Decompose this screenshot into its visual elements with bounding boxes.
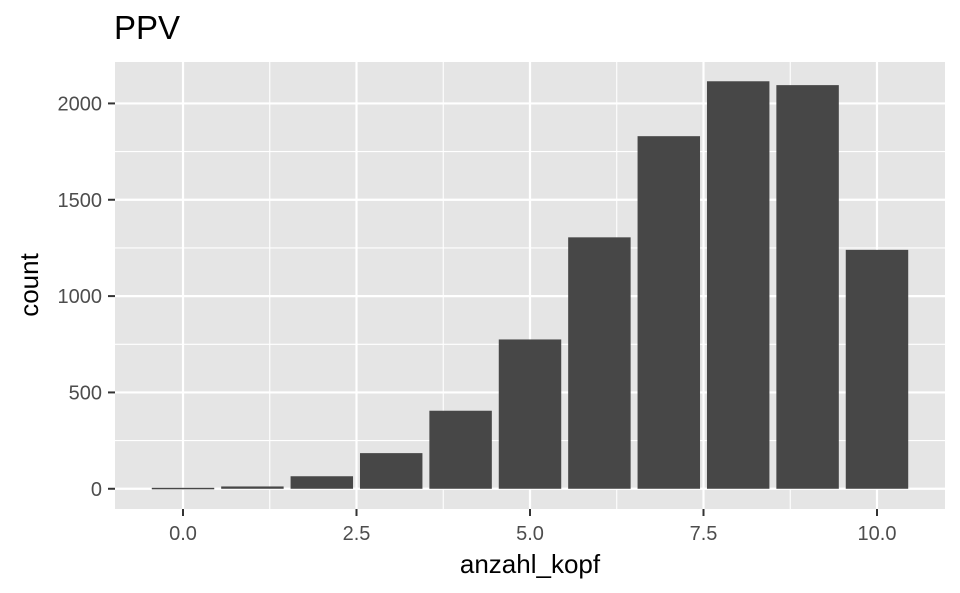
y-tick-label: 1000 bbox=[58, 286, 103, 308]
bar bbox=[568, 237, 631, 489]
y-tick-label: 2000 bbox=[58, 93, 103, 115]
bar bbox=[845, 249, 909, 489]
bars bbox=[151, 81, 909, 490]
bar bbox=[359, 453, 423, 489]
x-tick-label: 5.0 bbox=[516, 523, 544, 545]
y-tick-label: 500 bbox=[69, 382, 102, 404]
y-tick-label: 1500 bbox=[58, 190, 103, 212]
bar bbox=[290, 476, 354, 489]
y-axis-title: count bbox=[14, 252, 44, 316]
y-axis: 0 500 1000 1500 2000 bbox=[58, 93, 115, 501]
chart-title: PPV bbox=[114, 9, 180, 46]
x-tick-label: 0.0 bbox=[169, 523, 197, 545]
bar bbox=[776, 85, 839, 489]
bar bbox=[429, 410, 492, 489]
x-tick-label: 7.5 bbox=[690, 523, 718, 545]
x-axis-title: anzahl_kopf bbox=[460, 549, 601, 579]
bar bbox=[637, 136, 701, 489]
x-tick-label: 2.5 bbox=[343, 523, 371, 545]
bar bbox=[498, 339, 562, 489]
y-tick-label: 0 bbox=[91, 479, 102, 501]
bar bbox=[151, 487, 215, 490]
bar bbox=[221, 486, 284, 489]
bar bbox=[706, 81, 770, 489]
x-tick-label: 10.0 bbox=[858, 523, 897, 545]
x-axis: 0.0 2.5 5.0 7.5 10.0 bbox=[169, 509, 896, 545]
